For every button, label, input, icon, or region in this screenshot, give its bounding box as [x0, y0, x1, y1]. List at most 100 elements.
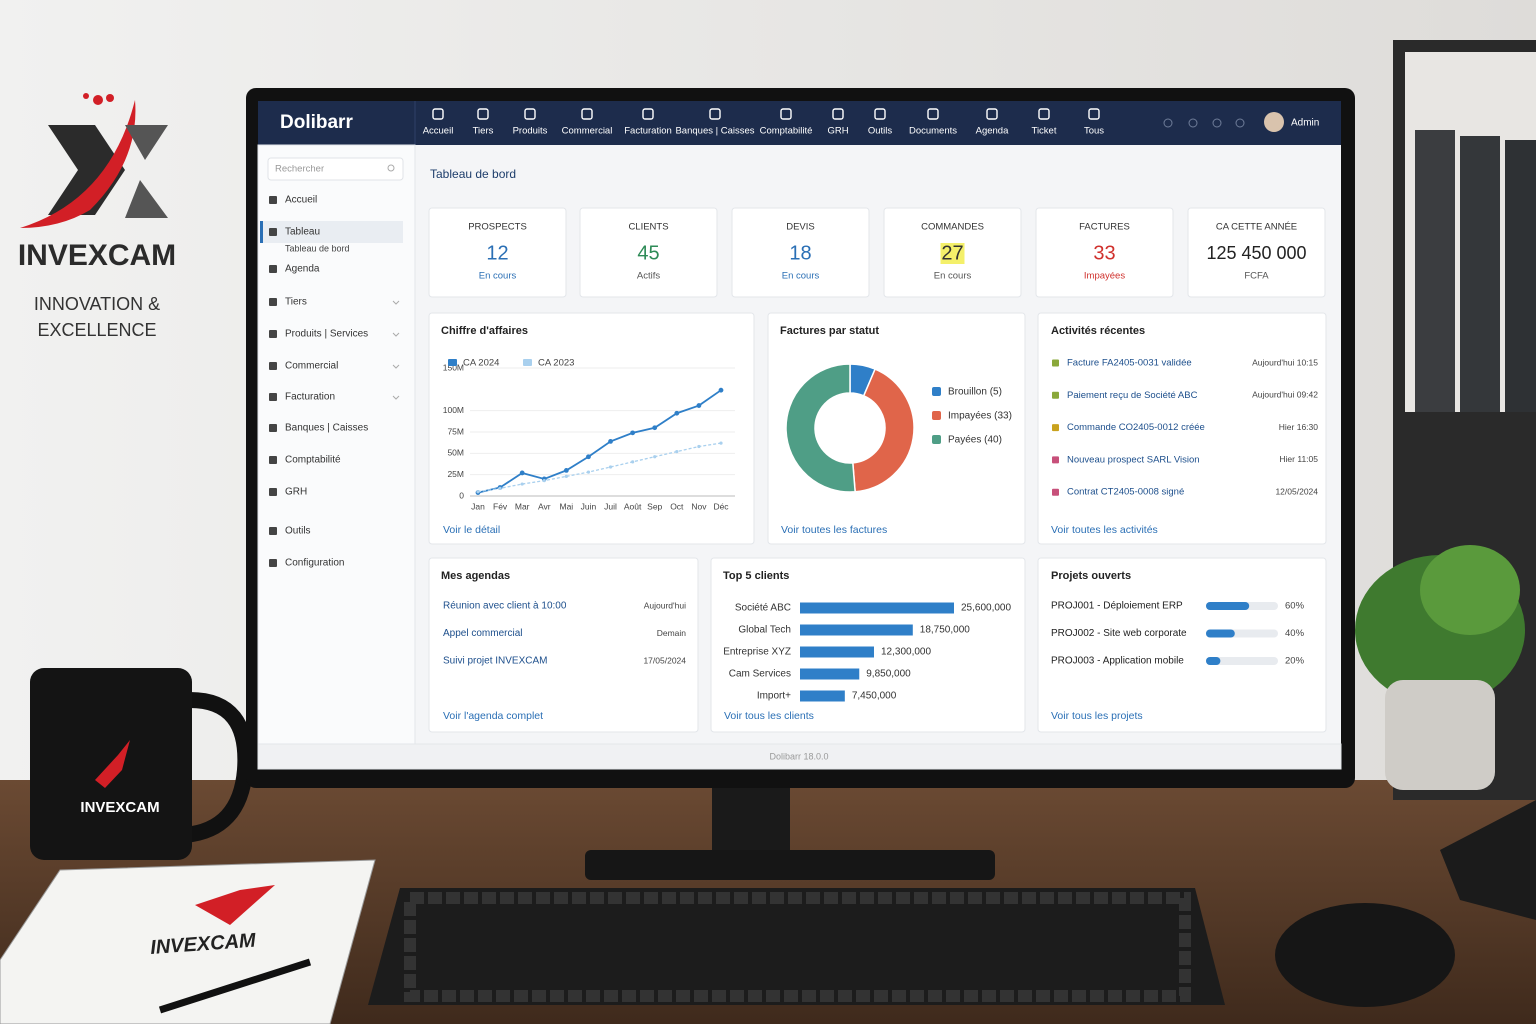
menu-item[interactable]: Tiers [473, 126, 494, 137]
menu-icon[interactable] [524, 108, 536, 120]
menu-icon[interactable] [709, 108, 721, 120]
sidebar-item[interactable]: Banques | Caisses [285, 423, 368, 434]
sidebar-item[interactable]: Accueil [285, 195, 317, 206]
menu-item[interactable]: Comptabilité [760, 126, 813, 137]
pot [1385, 680, 1495, 790]
nav-tool-icon[interactable] [1212, 118, 1222, 128]
sidebar-item[interactable]: Outils [285, 526, 311, 537]
kpi-note: En cours [782, 271, 820, 282]
nav-tool-icon[interactable] [1163, 118, 1173, 128]
menu-icon[interactable] [477, 108, 489, 120]
project-name[interactable]: PROJ002 - Site web corporate [1051, 628, 1187, 639]
legend-swatch [932, 435, 941, 444]
bar-label: Entreprise XYZ [723, 647, 791, 658]
sidebar-item[interactable]: GRH [285, 487, 307, 498]
project-name[interactable]: PROJ001 - Déploiement ERP [1051, 601, 1183, 612]
card-link[interactable]: Voir toutes les factures [781, 524, 887, 536]
search-icon[interactable] [387, 164, 395, 172]
activity-icon [1052, 456, 1059, 464]
nav-tool-icon[interactable] [1235, 118, 1245, 128]
activity-text[interactable]: Nouveau prospect SARL Vision [1067, 454, 1200, 465]
menu-icon[interactable] [986, 108, 998, 120]
point [653, 455, 657, 459]
sidebar-icon [269, 362, 277, 370]
binder [1460, 136, 1500, 412]
search-box[interactable] [267, 157, 404, 181]
progress-bar [1206, 629, 1235, 638]
menu-icon[interactable] [832, 108, 844, 120]
menu-icon[interactable] [1038, 108, 1050, 120]
sidebar-item[interactable]: Tableau [285, 227, 320, 238]
menu-icon[interactable] [927, 108, 939, 120]
card-link[interactable]: Voir tous les clients [724, 710, 814, 722]
activity-text[interactable]: Contrat CT2405-0008 signé [1067, 487, 1184, 498]
bar-label: Société ABC [735, 603, 791, 614]
menu-item[interactable]: Facturation [624, 126, 672, 137]
sidebar-item[interactable]: Commercial [285, 361, 338, 372]
agenda-event[interactable]: Réunion avec client à 10:00 [443, 601, 567, 612]
menu-item[interactable]: Outils [868, 126, 893, 137]
menu-item[interactable]: Tous [1084, 126, 1104, 137]
menu-item[interactable]: Ticket [1032, 126, 1057, 137]
point [719, 441, 723, 445]
menu-item[interactable]: Accueil [423, 126, 454, 137]
sidebar-icon [269, 265, 277, 273]
menu-icon[interactable] [1088, 108, 1100, 120]
nav-tool-icon[interactable] [1188, 118, 1198, 128]
menu-icon[interactable] [642, 108, 654, 120]
app-logo[interactable]: Dolibarr [280, 112, 353, 133]
menu-item[interactable]: Banques | Caisses [675, 126, 754, 137]
menu-icon[interactable] [581, 108, 593, 120]
x-tick-label: Sep [647, 501, 662, 511]
card-link[interactable]: Voir toutes les activités [1051, 524, 1158, 536]
point [631, 460, 635, 464]
card-link[interactable]: Voir tous les projets [1051, 710, 1143, 722]
keys [404, 892, 1191, 1002]
legend-swatch [932, 387, 941, 396]
sidebar-icon [269, 228, 277, 236]
menu-item[interactable]: Documents [909, 126, 957, 137]
card-title: Projets ouverts [1051, 570, 1131, 582]
sidebar-item[interactable]: Facturation [285, 392, 335, 403]
chevron[interactable] [392, 395, 400, 400]
menu-item[interactable]: GRH [827, 126, 848, 137]
point [563, 468, 569, 473]
sidebar-icon [269, 393, 277, 401]
agenda-event[interactable]: Suivi projet INVEXCAM [443, 656, 547, 667]
menu-item[interactable]: Commercial [562, 126, 613, 137]
activity-text[interactable]: Commande CO2405-0012 créée [1067, 422, 1205, 433]
keyboard [368, 888, 1225, 1005]
sidebar-item[interactable]: Tiers [285, 297, 307, 308]
project-name[interactable]: PROJ003 - Application mobile [1051, 656, 1184, 667]
agenda-date: 17/05/2024 [643, 655, 686, 665]
kpi-value: 125 450 000 [1206, 243, 1306, 263]
top-nav [258, 101, 1341, 145]
card-link[interactable]: Voir l'agenda complet [443, 710, 543, 722]
user-name[interactable]: Admin [1291, 118, 1319, 129]
sidebar-item[interactable]: Configuration [285, 558, 344, 569]
sidebar-item[interactable]: Agenda [285, 264, 320, 275]
chevron[interactable] [392, 332, 400, 337]
x-tick-label: Déc [713, 501, 729, 511]
menu-icon[interactable] [780, 108, 792, 120]
card-link[interactable]: Voir le détail [443, 524, 500, 536]
sidebar-subitem[interactable]: Tableau de bord [285, 243, 350, 253]
menu-item[interactable]: Produits [513, 126, 548, 137]
legend-label: Impayées (33) [948, 411, 1012, 422]
activity-text[interactable]: Paiement reçu de Société ABC [1067, 390, 1198, 401]
chevron[interactable] [392, 364, 400, 369]
agenda-date: Aujourd'hui [644, 600, 686, 610]
menu-icon[interactable] [874, 108, 886, 120]
kpi-label: FACTURES [1079, 222, 1130, 233]
x-tick-label: Nov [691, 501, 707, 511]
menu-item[interactable]: Agenda [976, 126, 1009, 137]
sidebar-item[interactable]: Produits | Services [285, 329, 368, 340]
activity-text[interactable]: Facture FA2405-0031 validée [1067, 358, 1192, 369]
avatar[interactable] [1264, 112, 1284, 132]
kpi-note: FCFA [1244, 271, 1269, 282]
chevron[interactable] [392, 300, 400, 305]
menu-icon[interactable] [432, 108, 444, 120]
x-tick-label: Fév [493, 501, 508, 511]
sidebar-item[interactable]: Comptabilité [285, 455, 341, 466]
agenda-event[interactable]: Appel commercial [443, 628, 522, 639]
